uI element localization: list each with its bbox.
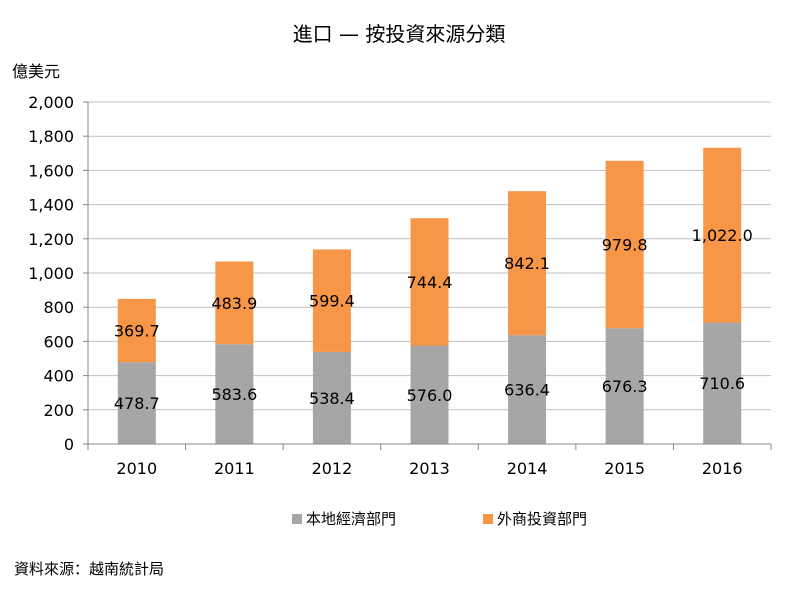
y-tick-label: 2,000 [28, 93, 74, 112]
bar-foreign [215, 261, 254, 345]
y-tick-label: 400 [43, 367, 74, 386]
data-label: 576.0 [407, 386, 453, 405]
bar-domestic [703, 322, 742, 444]
y-tick-label: 1,400 [28, 196, 74, 215]
data-label: 483.9 [211, 294, 257, 313]
y-tick-label: 600 [43, 332, 74, 351]
bar-foreign [117, 298, 156, 363]
y-tick-label: 800 [43, 298, 74, 317]
data-label: 583.6 [211, 385, 257, 404]
legend-label: 本地經濟部門 [306, 510, 396, 528]
legend-swatch [292, 514, 302, 524]
legend: 本地經濟部門 外商投資部門 [292, 510, 587, 528]
bar-foreign [605, 160, 644, 329]
legend-label: 外商投資部門 [497, 510, 587, 528]
x-tick-label: 2015 [604, 459, 645, 478]
y-tick-label: 1,000 [28, 264, 74, 283]
x-axis-ticks: 2010 2011 2012 2013 2014 2015 2016 [116, 459, 742, 478]
data-label: 676.3 [602, 377, 648, 396]
bar-domestic [508, 335, 547, 444]
data-label: 1,022.0 [692, 226, 753, 245]
x-tick-label: 2014 [507, 459, 548, 478]
x-tick-label: 2010 [116, 459, 157, 478]
y-axis-unit-label: 億美元 [12, 62, 61, 81]
data-label: 979.8 [602, 236, 648, 255]
x-tick-label: 2011 [214, 459, 255, 478]
axes [87, 102, 772, 450]
data-label: 369.7 [114, 322, 160, 341]
bar-foreign [703, 147, 742, 323]
bar-domestic [117, 362, 156, 444]
y-tick-label: 1,800 [28, 127, 74, 146]
data-label: 710.6 [699, 374, 745, 393]
bar-domestic [215, 344, 254, 444]
x-tick-label: 2016 [702, 459, 743, 478]
data-label: 842.1 [504, 254, 550, 273]
source-note: 資料來源：越南統計局 [14, 560, 165, 578]
bar-domestic [410, 345, 449, 444]
data-label: 744.4 [407, 273, 453, 292]
y-axis-ticks: 0 200 400 600 800 1,000 1,200 1,400 1,600 1,800 2,… [28, 93, 88, 454]
x-tick-label: 2012 [312, 459, 353, 478]
y-tick-label: 1,200 [28, 230, 74, 249]
bars [117, 147, 742, 444]
bar-domestic [605, 328, 644, 444]
data-label: 636.4 [504, 381, 550, 400]
data-label: 599.4 [309, 292, 355, 311]
data-labels: 478.7 369.7 583.6 483.9 538.4 599.4 576.0 744.4… [114, 226, 753, 413]
data-label: 538.4 [309, 389, 355, 408]
legend-swatch [483, 514, 493, 524]
bar-foreign [312, 249, 351, 352]
bar-domestic [312, 351, 351, 444]
bar-foreign [410, 218, 449, 346]
y-tick-label: 0 [64, 435, 74, 454]
x-tick-label: 2013 [409, 459, 450, 478]
bar-foreign [508, 191, 547, 336]
y-tick-label: 1,600 [28, 161, 74, 180]
chart-title: 進口 — 按投資來源分類 [292, 22, 506, 46]
data-label: 478.7 [114, 394, 160, 413]
y-tick-label: 200 [43, 401, 74, 420]
